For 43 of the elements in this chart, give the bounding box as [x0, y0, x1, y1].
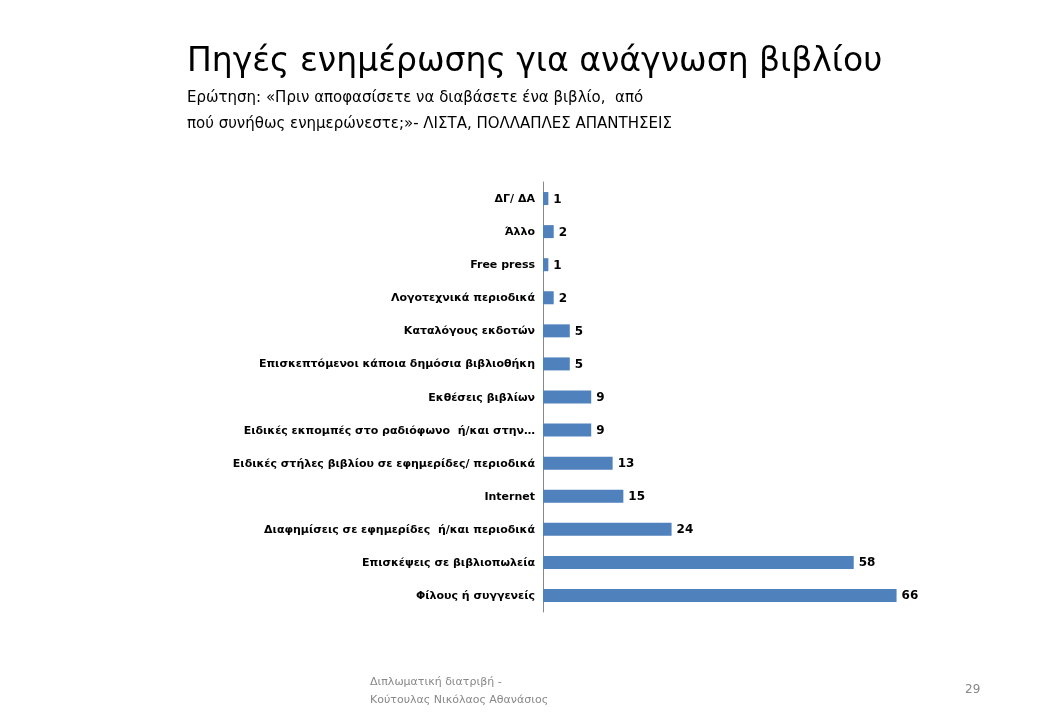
y-tick-label: Internet: [484, 489, 535, 503]
y-tick-label: Ειδικές στήλες βιβλίου σε εφημερίδες/ περιοδικά: [232, 456, 536, 470]
data-label: 15: [628, 489, 646, 504]
bar: [543, 555, 854, 569]
data-label: 58: [858, 555, 876, 570]
chart-title: Πηγές ενημέρωσης για ανάγνωση βιβλίου: [187, 40, 883, 79]
y-tick-label: Διαφημίσεις σε εφημερίδες ή/και περιοδικά: [264, 522, 536, 536]
y-tick-label: ΔΓ/ ΔΑ: [494, 192, 536, 206]
chart-subtitle: Ερώτηση: «Πριν αποφασίσετε να διαβάσετε ένα βιβλίο, από πού συνήθως ενημερώνεστε;»- ΛΙΣΤΑ, ΠΟΛΛΑΠΛΕΣ ΑΠΑΝΤΗΣΕΙΣ: [187, 88, 672, 132]
bar: [543, 192, 549, 206]
bar: [543, 588, 897, 602]
data-label: 5: [574, 356, 584, 371]
bar: [543, 522, 672, 536]
bar: [543, 489, 624, 503]
data-label: 5: [574, 323, 584, 338]
text: 29: [965, 682, 981, 696]
bar: [543, 225, 554, 239]
y-tick-label: Εκθέσεις βιβλίων: [428, 390, 535, 404]
bar: [543, 324, 570, 338]
data-label: 13: [617, 456, 635, 471]
bar: [543, 390, 592, 404]
bar: [543, 258, 549, 272]
y-tick-label: Free press: [470, 258, 536, 272]
y-tick-label: Ειδικές εκπομπές στο ραδιόφωνο ή/και στην…: [243, 423, 535, 437]
bar: [543, 291, 554, 305]
data-label: 9: [596, 390, 605, 404]
data-label: 9: [596, 423, 605, 438]
bar: [543, 456, 613, 470]
data-label: 1: [553, 257, 562, 272]
y-tick-label: Επισκέψεις σε βιβλιοπωλεία: [361, 555, 536, 569]
bar: [543, 357, 570, 371]
y-tick-label: Επισκεπτόμενοι κάποια δημόσια βιβλιοθήκη: [258, 357, 535, 371]
data-label: 1: [553, 191, 562, 206]
data-label: 2: [558, 290, 568, 305]
data-label: 2: [558, 224, 568, 239]
y-tick-label: Φίλους ή συγγενείς: [415, 588, 535, 602]
y-tick-label: Άλλο: [504, 225, 536, 239]
text: Διπλωματική διατριβή - Κούτουλας Νικόλαος Αθανάσιος: [370, 674, 549, 706]
data-label: 24: [676, 522, 694, 537]
data-label: 66: [901, 588, 919, 603]
y-tick-label: Λογοτεχνικά περιοδικά: [390, 291, 536, 305]
bar: [543, 423, 592, 437]
y-tick-label: Καταλόγους εκδοτών: [403, 324, 535, 338]
